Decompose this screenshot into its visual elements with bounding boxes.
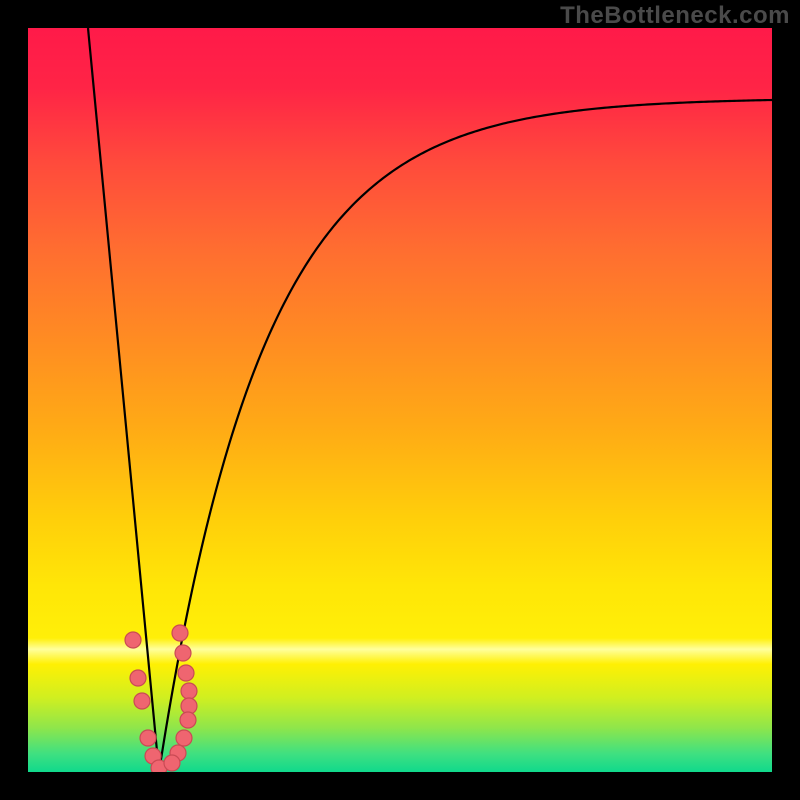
data-marker (134, 693, 150, 709)
chart-svg (28, 28, 772, 772)
data-marker (172, 625, 188, 641)
data-marker (180, 712, 196, 728)
data-marker (130, 670, 146, 686)
plot-area (28, 28, 772, 772)
data-marker (125, 632, 141, 648)
chart-frame: TheBottleneck.com (0, 0, 800, 800)
data-marker (178, 665, 194, 681)
data-marker (175, 645, 191, 661)
attribution-label: TheBottleneck.com (560, 2, 790, 30)
data-marker (140, 730, 156, 746)
gradient-background (28, 28, 772, 772)
data-marker (181, 683, 197, 699)
data-marker (176, 730, 192, 746)
data-marker (164, 755, 180, 771)
